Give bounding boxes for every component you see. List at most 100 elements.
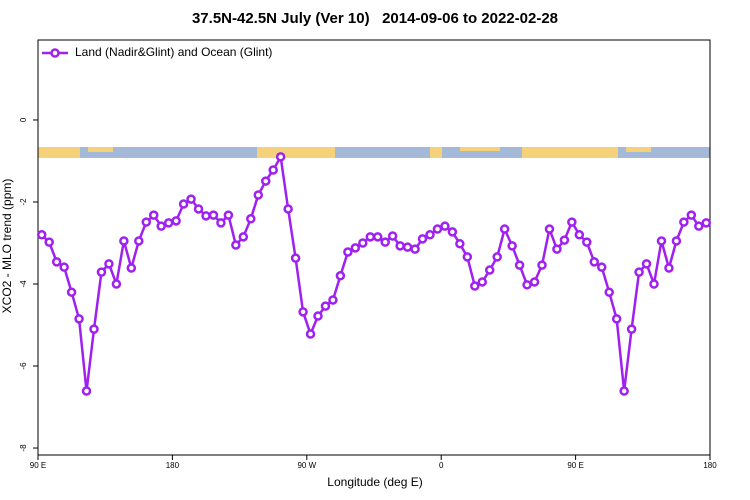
- y-tick-label: -8: [19, 444, 28, 452]
- data-point: [626, 324, 637, 334]
- data-point: [410, 244, 420, 254]
- data-point: [44, 237, 54, 247]
- data-point: [514, 260, 525, 270]
- data-point: [313, 311, 323, 321]
- series-line: [40, 153, 707, 392]
- data-point: [148, 210, 159, 220]
- data-point: [298, 307, 308, 317]
- data-point: [186, 194, 196, 204]
- data-point: [447, 227, 458, 237]
- data-point: [171, 216, 181, 226]
- x-tick-label: 0: [439, 461, 444, 470]
- data-point: [246, 214, 256, 224]
- data-point: [686, 210, 697, 220]
- data-point: [216, 218, 226, 228]
- x-tick-label: 90 E: [567, 461, 583, 470]
- data-point: [619, 386, 629, 396]
- data-point: [141, 217, 152, 227]
- data-point: [96, 267, 107, 277]
- data-point: [275, 152, 286, 162]
- data-point: [387, 231, 398, 241]
- data-point: [193, 204, 204, 214]
- data-point: [126, 263, 137, 273]
- data-point: [582, 237, 592, 247]
- data-point: [104, 259, 114, 269]
- y-axis-label: XCO2 - MLO trend (ppm): [0, 179, 14, 314]
- data-point: [477, 277, 488, 287]
- data-point: [119, 236, 129, 246]
- data-point: [111, 279, 122, 289]
- legend-label: Land (Nadir&Glint) and Ocean (Glint): [75, 45, 272, 59]
- data-point: [611, 314, 622, 324]
- data-point: [380, 237, 390, 247]
- data-point: [484, 265, 495, 275]
- data-point: [372, 232, 383, 242]
- data-point: [163, 218, 174, 228]
- data-point: [395, 241, 405, 251]
- data-point: [343, 247, 353, 257]
- data-point: [529, 277, 540, 287]
- data-point: [634, 267, 644, 277]
- data-point: [260, 176, 271, 186]
- data-point: [455, 239, 465, 249]
- data-point: [432, 224, 443, 234]
- data-point: [253, 190, 264, 200]
- data-point: [208, 210, 219, 220]
- data-point: [694, 221, 704, 231]
- x-axis-label: Longitude (deg E): [327, 475, 422, 489]
- data-point: [544, 224, 555, 234]
- data-point: [470, 281, 480, 291]
- data-point: [701, 218, 712, 228]
- data-point: [440, 221, 450, 231]
- data-point: [350, 243, 361, 253]
- data-point: [537, 260, 547, 270]
- y-tick-label: 0: [19, 117, 28, 122]
- data-point: [596, 262, 607, 272]
- chart-title: 37.5N-42.5N July (Ver 10) 2014-09-06 to …: [192, 10, 558, 27]
- data-point: [671, 236, 682, 246]
- data-point: [74, 314, 84, 324]
- data-point: [81, 386, 92, 396]
- data-point: [51, 257, 62, 267]
- map-strip: [38, 147, 710, 158]
- data-point: [522, 280, 532, 290]
- data-point: [656, 236, 667, 246]
- data-point: [402, 242, 413, 252]
- data-point: [462, 252, 473, 262]
- data-point: [223, 210, 234, 220]
- data-point: [328, 295, 338, 305]
- data-point: [507, 241, 517, 251]
- data-point: [679, 217, 689, 227]
- data-point: [134, 236, 144, 246]
- data-point: [574, 230, 585, 240]
- data-point: [649, 279, 659, 289]
- data-point: [66, 287, 77, 297]
- data-point: [290, 253, 301, 263]
- data-point: [59, 262, 69, 272]
- x-tick-label: 90 W: [297, 461, 316, 470]
- data-point: [492, 252, 502, 262]
- data-point: [36, 230, 47, 240]
- data-point: [268, 165, 278, 175]
- data-point: [604, 287, 614, 297]
- data-point: [178, 199, 189, 209]
- data-point: [238, 232, 249, 242]
- data-point: [156, 221, 166, 231]
- y-tick-label: -4: [19, 280, 28, 288]
- data-point: [589, 257, 600, 267]
- data-point: [283, 204, 293, 214]
- data-point: [335, 271, 346, 281]
- data-point: [305, 329, 316, 339]
- data-point: [559, 235, 570, 245]
- data-point: [201, 211, 211, 221]
- data-point: [365, 232, 376, 242]
- legend-marker: [50, 48, 60, 58]
- data-point: [425, 230, 435, 240]
- data-point: [231, 240, 241, 250]
- data-point: [499, 224, 510, 234]
- y-tick-label: -2: [19, 198, 28, 206]
- data-point: [552, 244, 562, 254]
- data-point: [417, 234, 428, 244]
- x-tick-label: 180: [703, 461, 717, 470]
